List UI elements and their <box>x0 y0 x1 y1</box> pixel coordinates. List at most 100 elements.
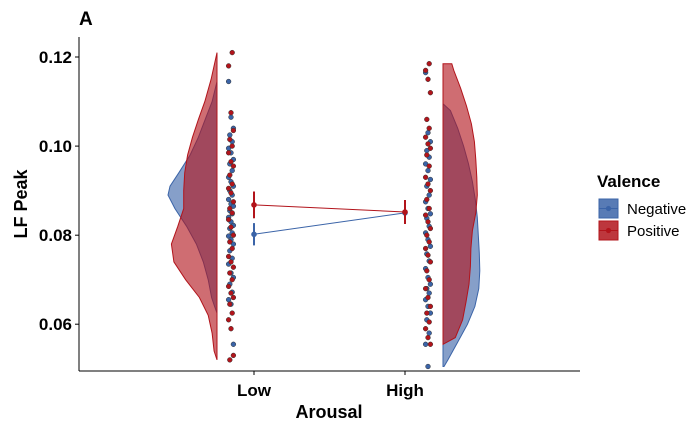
data-point-positive-low <box>228 190 234 196</box>
data-point-positive-high <box>425 76 431 82</box>
data-point-negative-high <box>422 341 429 347</box>
data-point-positive-low <box>228 259 234 265</box>
x-tick-label: Low <box>237 381 272 400</box>
data-point-negative-low <box>225 196 232 203</box>
data-point-positive-low <box>228 224 234 230</box>
legend-key-point <box>605 227 612 234</box>
data-point-positive-high <box>426 239 432 245</box>
mean-line-positive <box>253 204 406 213</box>
data-point-positive-low <box>225 317 232 323</box>
data-point-positive-high <box>425 141 431 147</box>
data-point-negative-high <box>425 363 431 370</box>
data-point-negative-low <box>228 114 234 120</box>
data-point-positive-low <box>227 301 233 307</box>
data-point-positive-high <box>426 61 432 67</box>
data-point-positive-high <box>427 187 434 194</box>
x-tick-label: High <box>386 381 424 400</box>
data-point-positive-low <box>230 199 237 205</box>
legend: Valence Negative Positive <box>597 172 686 241</box>
y-tick-label: 0.08 <box>39 226 72 245</box>
data-point-negative-high <box>427 176 434 183</box>
data-point-positive-low <box>225 150 232 156</box>
data-point-positive-high <box>425 334 431 341</box>
data-point-positive-low <box>227 357 233 363</box>
data-point-negative-high <box>426 290 432 296</box>
data-point-positive-low <box>225 283 232 290</box>
data-point-positive-high <box>426 205 432 212</box>
data-point-positive-high <box>422 134 429 140</box>
data-point-positive-low <box>228 326 234 332</box>
data-point-positive-high <box>425 181 431 187</box>
data-point-positive-high <box>422 67 429 74</box>
data-point-negative-low <box>229 167 235 174</box>
data-point-positive-high <box>426 163 432 169</box>
data-point-positive-high <box>425 294 431 301</box>
data-point-negative-high <box>426 192 432 198</box>
data-point-negative-high <box>425 130 431 136</box>
data-point-positive-low <box>227 270 233 276</box>
legend-label: Negative <box>627 201 686 218</box>
y-tick-label: 0.10 <box>39 137 72 156</box>
density-positive-high <box>442 63 478 346</box>
data-point-positive-high <box>422 212 429 218</box>
mean-point-positive-low <box>251 202 257 208</box>
y-axis-title: LF Peak <box>11 168 31 238</box>
x-axis-title: Arousal <box>295 402 362 422</box>
data-point-positive-low <box>230 127 237 134</box>
data-point-negative-high <box>427 243 434 249</box>
data-point-positive-low <box>229 181 235 187</box>
data-point-positive-low <box>225 253 232 260</box>
data-point-negative-high <box>427 281 434 287</box>
density-positive-low <box>170 52 218 361</box>
data-point-negative-high <box>427 211 434 217</box>
data-point-positive-low <box>228 290 234 296</box>
data-point-positive-high <box>422 174 429 180</box>
data-point-positive-low <box>230 352 237 359</box>
data-point-positive-low <box>225 63 232 69</box>
data-point-negative-low <box>225 297 232 303</box>
data-point-positive-low <box>229 310 235 316</box>
data-point-positive-high <box>427 145 434 151</box>
data-point-positive-high <box>424 196 430 203</box>
data-point-negative-low <box>227 132 233 138</box>
data-point-positive-high <box>427 303 434 310</box>
data-point-positive-low <box>230 264 237 270</box>
data-point-positive-high <box>427 90 434 96</box>
data-point-positive-high <box>425 252 431 258</box>
data-point-positive-high <box>426 319 432 325</box>
legend-title: Valence <box>597 172 660 191</box>
data-point-positive-high <box>425 219 431 225</box>
data-point-positive-low <box>229 210 235 216</box>
data-point-positive-low <box>227 136 233 143</box>
mean-point-positive-high <box>402 209 408 215</box>
data-point-positive-high <box>424 232 430 238</box>
x-axis-ticks: Low High <box>237 371 424 400</box>
data-point-positive-low <box>227 239 233 245</box>
mean-line-negative <box>253 212 406 235</box>
data-point-positive-high <box>426 125 432 131</box>
y-axis-ticks: 0.06 0.08 0.10 0.12 <box>39 48 79 334</box>
data-point-positive-low <box>229 143 235 149</box>
data-point-positive-low <box>230 294 237 301</box>
data-point-positive-low <box>225 185 232 192</box>
data-point-positive-low <box>229 277 235 283</box>
data-point-positive-low <box>229 49 235 56</box>
y-tick-label: 0.06 <box>39 315 72 334</box>
data-point-positive-high <box>422 285 429 292</box>
data-point-positive-high <box>427 225 434 232</box>
data-point-positive-low <box>228 110 234 116</box>
data-point-negative-low <box>225 78 232 85</box>
mean-point-negative-low <box>251 231 257 238</box>
data-point-negative-high <box>426 330 432 336</box>
data-point-positive-low <box>228 159 234 165</box>
data-point-positive-low <box>229 245 235 252</box>
data-point-positive-high <box>422 326 429 332</box>
data-point-positive-low <box>227 205 233 212</box>
data-point-positive-low <box>227 172 233 178</box>
data-point-positive-high <box>427 259 434 265</box>
plot-area <box>167 49 481 370</box>
data-point-positive-high <box>427 341 434 347</box>
data-point-negative-low <box>230 341 237 347</box>
data-point-positive-high <box>422 245 429 252</box>
